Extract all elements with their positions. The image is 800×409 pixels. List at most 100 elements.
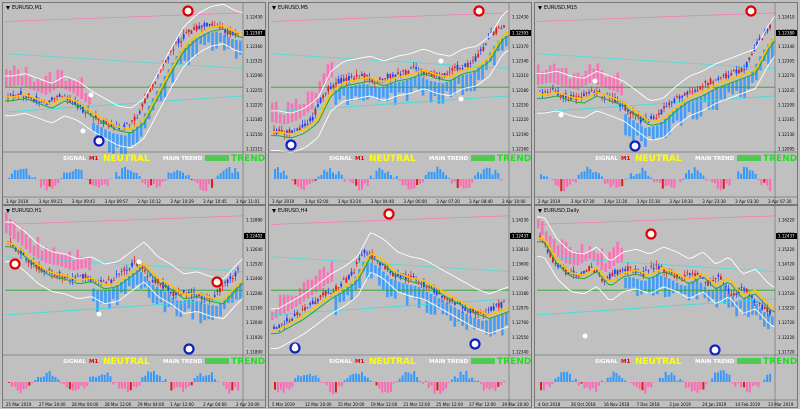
trend-label: TREND: [231, 154, 265, 164]
main-trend-label: MAIN TREND: [695, 156, 735, 162]
price-tick-label: 1.12040: [246, 320, 263, 325]
signal-dot-icon: [96, 311, 102, 317]
price-tick-label: 1.12095: [778, 147, 795, 152]
price-tick-label: 1.16220: [778, 218, 795, 223]
time-tick-label: 3 Apr 10:00: [502, 199, 526, 204]
price-tick-label: 1.12185: [246, 117, 263, 122]
symbol-timeframe-label: EURUSD,M5: [278, 5, 309, 11]
trend-label: TREND: [497, 154, 531, 164]
price-chart[interactable]: 1.162201.157201.152201.147201.142201.137…: [535, 206, 798, 408]
arrow-down-circle-icon: [645, 228, 657, 240]
signal-dot-icon: [458, 96, 464, 102]
time-tick-label: 3 Apr 06:00: [403, 199, 427, 204]
current-price-label: 1.12387: [246, 31, 263, 36]
dropdown-triangle-icon[interactable]: [538, 5, 542, 10]
price-tick-label: 1.12430: [246, 15, 263, 20]
time-tick-label: 26 Oct 2018: [571, 402, 596, 407]
arrow-down-circle-icon: [745, 5, 757, 17]
signal-dot-icon: [88, 92, 94, 98]
current-price-label: 1.12437: [512, 234, 529, 239]
dropdown-triangle-icon[interactable]: [6, 208, 10, 213]
price-chart[interactable]: 1.124301.123951.123601.123251.122901.122…: [3, 3, 266, 205]
signal-label: SIGNAL: [595, 156, 618, 162]
arrow-down-circle-icon: [9, 258, 21, 270]
price-tick-label: 1.12270: [778, 73, 795, 78]
time-tick-label: 3 Apr 15:30: [637, 199, 661, 204]
time-tick-label: 12 Mar 20:00: [305, 402, 332, 407]
chart-panel-3[interactable]: 1.124101.123751.123401.123051.122701.122…: [534, 2, 798, 205]
neutral-label: NEUTRAL: [635, 154, 682, 164]
current-price-label: 1.12393: [512, 31, 529, 36]
price-tick-label: 1.12400: [246, 276, 263, 281]
time-tick-label: 3 Apr 02:00: [305, 199, 329, 204]
symbol-timeframe-label: EURUSD,M1: [12, 5, 43, 11]
time-tick-label: 3 Apr 04:40: [371, 199, 395, 204]
price-tick-label: 1.12130: [778, 132, 795, 137]
arrow-up-circle-icon: [629, 140, 641, 152]
chart-title: EURUSD,M5: [272, 5, 308, 11]
time-tick-label: 13 Mar 2019: [768, 402, 794, 407]
time-tick-label: 5 Mar 2019: [272, 402, 295, 407]
price-tick-label: 1.11720: [778, 350, 795, 355]
signal-label: SIGNAL: [329, 156, 352, 162]
dropdown-triangle-icon[interactable]: [6, 5, 10, 10]
price-tick-label: 1.12280: [512, 88, 529, 93]
dropdown-triangle-icon[interactable]: [272, 5, 276, 10]
chart-panel-5[interactable]: 1.142301.140201.138101.136001.133901.131…: [268, 205, 532, 408]
price-tick-label: 1.12340: [512, 350, 529, 355]
m1-label: M1: [89, 359, 98, 365]
neutral-label: NEUTRAL: [103, 357, 150, 367]
time-tick-label: 3 Apr 03:30: [735, 199, 759, 204]
signal-dot-icon: [136, 259, 142, 265]
time-tick-label: 27 Mar 12:00: [469, 402, 496, 407]
m1-label: M1: [355, 156, 364, 162]
price-chart[interactable]: 1.124101.123751.123401.123051.122701.122…: [535, 3, 798, 205]
price-tick-label: 1.11920: [246, 335, 263, 340]
price-tick-label: 1.12280: [246, 291, 263, 296]
symbol-timeframe-label: EURUSD,H4: [278, 208, 308, 214]
chart-panel-1[interactable]: 1.124301.123951.123601.123251.122901.122…: [2, 2, 266, 205]
signal-dot-icon: [438, 58, 444, 64]
price-chart[interactable]: 1.128801.127601.126401.125201.124001.122…: [3, 206, 266, 408]
current-price-label: 1.12437: [778, 234, 795, 239]
price-chart[interactable]: 1.142301.140201.138101.136001.133901.131…: [269, 206, 532, 408]
price-tick-label: 1.12150: [246, 132, 263, 137]
price-tick-label: 1.13720: [778, 291, 795, 296]
price-tick-label: 1.12115: [246, 147, 263, 152]
price-tick-label: 1.13220: [778, 306, 795, 311]
neutral-label: NEUTRAL: [635, 357, 682, 367]
signal-dot-icon: [582, 333, 588, 339]
symbol-timeframe-label: EURUSD,H1: [12, 208, 42, 214]
dropdown-triangle-icon[interactable]: [272, 208, 276, 213]
price-tick-label: 1.12340: [778, 44, 795, 49]
time-tick-label: 24 Jan 2019: [702, 402, 726, 407]
price-tick-label: 1.12410: [778, 15, 795, 20]
signal-label: SIGNAL: [63, 156, 86, 162]
arrow-up-circle-icon: [709, 344, 721, 356]
price-chart[interactable]: 1.124301.124001.123701.123401.123101.122…: [269, 3, 532, 205]
neutral-label: NEUTRAL: [369, 154, 416, 164]
time-tick-label: 3 Apr 07:30: [768, 199, 792, 204]
time-tick-label: 3 Apr 2019: [272, 199, 295, 204]
signal-dot-icon: [592, 78, 598, 84]
arrow-down-circle-icon: [473, 5, 485, 17]
dropdown-triangle-icon[interactable]: [538, 208, 542, 213]
price-tick-label: 1.14230: [512, 218, 529, 223]
time-tick-label: 3 Apr 10:12: [137, 199, 161, 204]
main-trend-label: MAIN TREND: [429, 156, 469, 162]
time-tick-label: 27 Mar 20:00: [39, 402, 66, 407]
time-tick-label: 2 Apr 04:00: [203, 402, 227, 407]
chart-panel-2[interactable]: 1.124301.124001.123701.123401.123101.122…: [268, 2, 532, 205]
chart-panel-6[interactable]: 1.162201.157201.152201.147201.142201.137…: [534, 205, 798, 408]
price-tick-label: 1.12255: [246, 88, 263, 93]
price-tick-label: 1.12640: [246, 247, 263, 252]
main-trend-label: MAIN TREND: [429, 359, 469, 365]
price-tick-label: 1.14720: [778, 262, 795, 267]
price-tick-label: 1.12220: [246, 103, 263, 108]
time-tick-label: 3 Apr 07:20: [436, 199, 460, 204]
time-tick-label: 3 Apr 08:40: [469, 199, 493, 204]
chart-panel-4[interactable]: 1.128801.127601.126401.125201.124001.122…: [2, 205, 266, 408]
arrow-up-circle-icon: [469, 338, 481, 350]
arrow-up-circle-icon: [93, 135, 105, 147]
